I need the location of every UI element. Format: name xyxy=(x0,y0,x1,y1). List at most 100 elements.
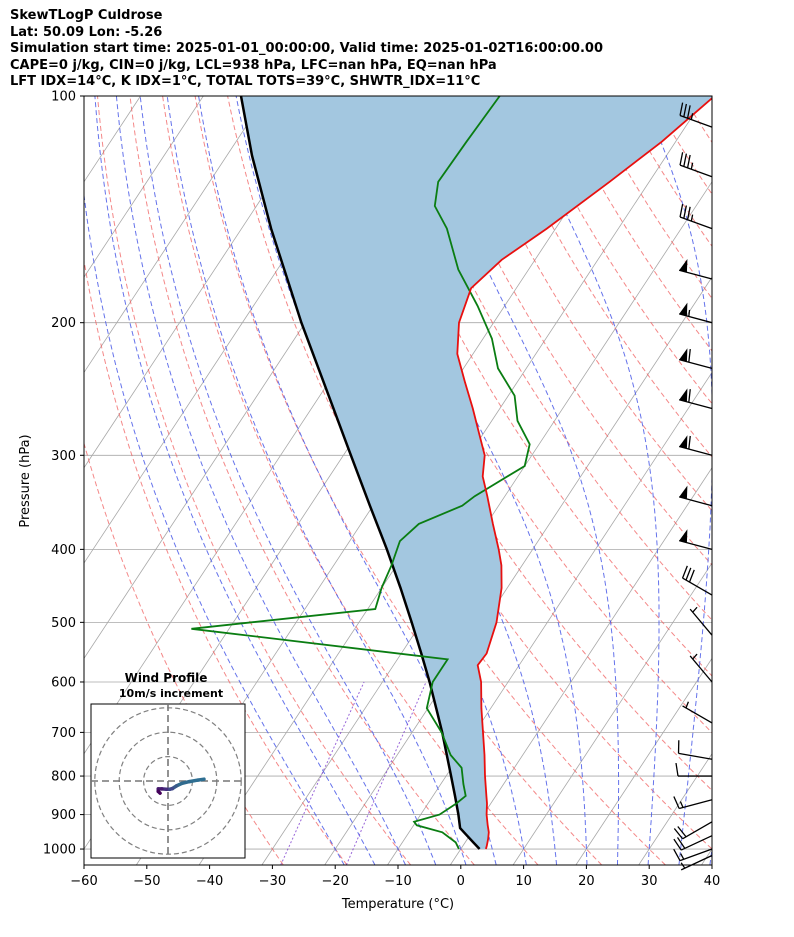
stability-line: LFT IDX=14°C, K IDX=1°C, TOTAL TOTS=39°C… xyxy=(10,74,481,89)
wind-barb xyxy=(678,348,713,370)
wind-barb-staff xyxy=(680,835,713,851)
wind-barb-flag xyxy=(679,485,688,499)
dry-adiabat xyxy=(84,441,284,865)
y-tick-label: 1000 xyxy=(43,843,76,858)
dry-adiabat xyxy=(650,96,712,195)
dry-adiabat xyxy=(781,96,794,865)
cape-cin-shading xyxy=(241,96,712,849)
wind-barb-staff xyxy=(679,164,713,178)
wind-barb-half xyxy=(690,162,694,170)
isotherm xyxy=(84,96,330,469)
wind-barb-flag xyxy=(679,302,688,316)
x-tick-label: 20 xyxy=(578,874,595,889)
wind-barb xyxy=(678,529,713,551)
wind-barb-flag xyxy=(679,348,688,362)
wind-barb xyxy=(678,485,713,507)
wind-barb-flag xyxy=(679,529,688,543)
wind-barb-staff xyxy=(678,269,713,280)
wind-barb-flag xyxy=(679,388,688,402)
x-tick-label: 10 xyxy=(515,874,532,889)
y-axis-label: Pressure (hPa) xyxy=(18,434,33,527)
wind-barb-full xyxy=(675,762,679,777)
wind-barb-staff xyxy=(682,821,713,840)
x-tick-label: −60 xyxy=(70,874,97,889)
y-tick-label: 900 xyxy=(51,808,76,823)
wind-barb-staff xyxy=(678,752,713,760)
isotherm xyxy=(324,276,712,865)
chart-header: SkewTLogP Culdrose Lat: 50.09 Lon: -5.26… xyxy=(10,8,603,91)
x-tick-label: 0 xyxy=(457,874,465,889)
y-tick-label: 100 xyxy=(51,90,76,105)
moist-adiabat xyxy=(709,845,712,865)
hodograph-layer xyxy=(91,704,245,858)
parcel-profile-line xyxy=(239,96,481,850)
wind-barb xyxy=(681,565,713,596)
wind-barb xyxy=(673,835,713,851)
isotherm xyxy=(0,96,15,865)
data-layer xyxy=(191,96,712,850)
hodograph-trace xyxy=(156,789,162,795)
wind-barb-full xyxy=(683,205,688,219)
moist-adiabat xyxy=(84,191,345,865)
wind-barb xyxy=(689,606,713,636)
wind-barb-full xyxy=(685,567,692,581)
wind-barb-half xyxy=(679,801,684,808)
x-tick-label: 30 xyxy=(641,874,658,889)
isotherm xyxy=(449,467,712,865)
wind-barb-full xyxy=(683,153,688,167)
wind-barb xyxy=(673,821,713,840)
dry-adiabat xyxy=(84,258,348,865)
moist-adiabat xyxy=(198,96,497,865)
y-tick-label: 500 xyxy=(51,616,76,631)
wind-barb-full xyxy=(681,565,688,579)
dry-adiabat xyxy=(162,96,539,865)
wind-barb-full xyxy=(679,102,684,116)
wind-barb-staff xyxy=(682,705,713,724)
x-tick-label: −40 xyxy=(196,874,223,889)
indices-line: CAPE=0 j/kg, CIN=0 j/kg, LCL=938 hPa, LF… xyxy=(10,57,497,73)
dry-adiabat xyxy=(682,96,712,144)
isotherm xyxy=(638,752,712,865)
wind-barb-full xyxy=(686,206,691,220)
moist-adiabat xyxy=(511,96,660,865)
wind-barb xyxy=(678,435,713,456)
hodograph-inset: Wind Profile 10m/s increment xyxy=(90,671,246,859)
wind-barb xyxy=(679,102,713,128)
wind-barb-full xyxy=(676,837,686,849)
time-line: Simulation start time: 2025-01-01_00:00:… xyxy=(10,41,603,56)
wind-barb-staff xyxy=(680,854,713,871)
wind-barb-full xyxy=(688,435,691,450)
wind-barb-full xyxy=(688,569,695,583)
moist-adiabat xyxy=(413,96,620,865)
wind-barb-half xyxy=(680,853,685,860)
y-tick-label: 700 xyxy=(51,726,76,741)
dry-adiabat xyxy=(748,96,794,865)
wind-barb-full xyxy=(686,105,691,119)
isotherm xyxy=(84,96,267,374)
dry-adiabat xyxy=(227,96,666,865)
location-line: Lat: 50.09 Lon: -5.26 xyxy=(10,24,163,40)
moist-adiabat xyxy=(166,96,467,865)
y-tick-label: 800 xyxy=(51,770,76,785)
wind-barbs xyxy=(673,102,713,871)
dry-adiabat xyxy=(357,96,712,677)
wind-barb xyxy=(673,796,713,810)
wind-barb-full xyxy=(688,389,691,403)
wind-barb-half xyxy=(685,701,690,709)
wind-barb-flag xyxy=(679,435,688,449)
x-tick-label: −30 xyxy=(259,874,286,889)
moist-adiabat xyxy=(115,96,406,865)
wind-barb-full xyxy=(688,349,691,363)
wind-barb-half xyxy=(688,309,691,317)
wind-barb-full xyxy=(686,154,691,168)
isotherm xyxy=(0,96,78,865)
wind-barb-staff xyxy=(679,114,713,128)
wind-barb xyxy=(673,848,713,862)
wind-barb-staff xyxy=(689,608,713,636)
wind-barb-full xyxy=(679,203,684,218)
wind-barb xyxy=(680,854,713,871)
wind-barb-staff xyxy=(678,539,713,551)
moist-adiabat xyxy=(139,96,437,865)
wind-barb xyxy=(679,203,713,230)
x-tick-label: −10 xyxy=(384,874,411,889)
